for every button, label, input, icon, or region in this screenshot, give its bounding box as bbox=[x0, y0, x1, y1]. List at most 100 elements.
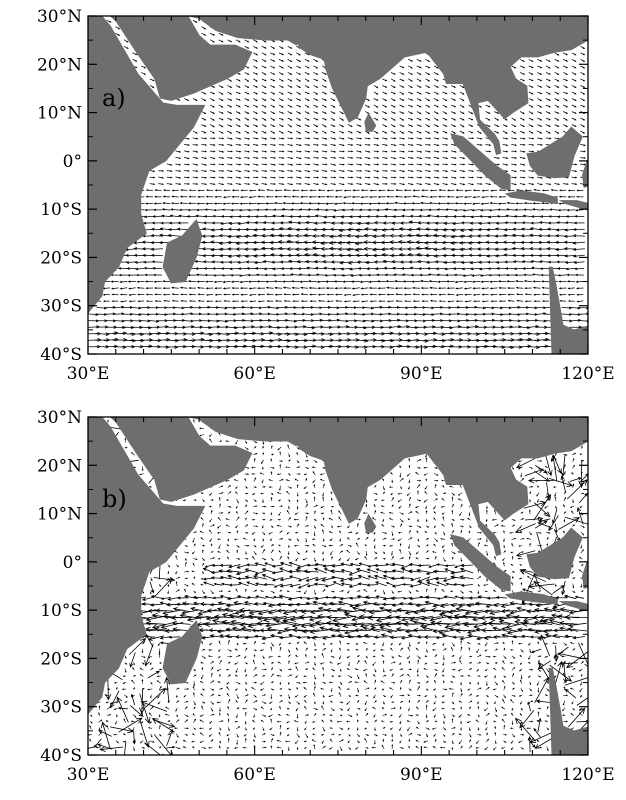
wind-vector-arrow bbox=[266, 189, 274, 192]
wind-vector-arrow bbox=[107, 688, 111, 691]
wind-vector-arrow bbox=[192, 150, 199, 153]
wind-vector-arrow bbox=[537, 98, 543, 102]
wind-vector-arrow bbox=[485, 720, 488, 725]
wind-vector-arrow bbox=[209, 163, 216, 166]
wind-vector-arrow bbox=[364, 707, 368, 712]
wind-vector-arrow bbox=[528, 150, 535, 153]
wind-vector-arrow bbox=[188, 202, 197, 205]
wind-vector-arrow bbox=[304, 183, 311, 186]
wind-vector-arrow bbox=[572, 254, 585, 258]
wind-vector-arrow bbox=[314, 590, 316, 595]
wind-vector-arrow bbox=[304, 144, 311, 146]
wind-vector-arrow bbox=[451, 714, 455, 717]
wind-vector-arrow bbox=[112, 331, 127, 336]
wind-vector-arrow bbox=[347, 183, 354, 186]
wind-vector-arrow bbox=[408, 556, 411, 560]
wind-vector-arrow bbox=[373, 111, 379, 114]
wind-vector-arrow bbox=[303, 740, 307, 743]
wind-vector-arrow bbox=[325, 195, 334, 198]
wind-vector-arrow bbox=[449, 485, 454, 488]
wind-vector-arrow bbox=[477, 590, 480, 595]
wind-vector-arrow bbox=[313, 156, 320, 159]
wind-vector-arrow bbox=[279, 724, 282, 730]
wind-vector-arrow bbox=[356, 169, 363, 172]
x-tick-label: 30°E bbox=[67, 765, 110, 785]
wind-vector-arrow bbox=[224, 331, 239, 336]
wind-vector-arrow bbox=[303, 569, 319, 574]
wind-vector-arrow bbox=[321, 144, 328, 147]
wind-vector-arrow bbox=[397, 492, 402, 495]
wind-vector-arrow bbox=[442, 91, 448, 95]
wind-vector-arrow bbox=[516, 189, 524, 192]
wind-vector-arrow bbox=[425, 544, 429, 547]
wind-vector-arrow bbox=[373, 156, 380, 159]
wind-vector-arrow bbox=[278, 183, 285, 186]
wind-vector-arrow bbox=[304, 104, 310, 108]
wind-vector-arrow bbox=[437, 280, 447, 284]
wind-vector-arrow bbox=[363, 668, 368, 672]
wind-vector-arrow bbox=[347, 150, 354, 153]
wind-vector-arrow bbox=[312, 733, 316, 736]
wind-vector-arrow bbox=[500, 603, 518, 608]
wind-vector-arrow bbox=[137, 300, 145, 303]
wind-vector-arrow bbox=[287, 681, 290, 685]
wind-vector-arrow bbox=[425, 91, 431, 95]
wind-vector-arrow bbox=[261, 65, 267, 69]
wind-vector-arrow bbox=[372, 253, 388, 258]
wind-vector-arrow bbox=[419, 208, 430, 212]
wind-vector-arrow bbox=[209, 143, 216, 146]
wind-vector-arrow bbox=[373, 117, 379, 121]
wind-vector-arrow bbox=[270, 458, 273, 462]
wind-vector-arrow bbox=[244, 78, 250, 82]
wind-vector-arrow bbox=[175, 740, 178, 744]
wind-vector-arrow bbox=[406, 233, 423, 238]
wind-vector-arrow bbox=[201, 705, 204, 710]
wind-vector-arrow bbox=[322, 466, 326, 469]
wind-vector-arrow bbox=[381, 499, 385, 502]
wind-vector-arrow bbox=[571, 124, 577, 127]
wind-vector-arrow bbox=[253, 78, 258, 82]
wind-vector-arrow bbox=[580, 78, 586, 82]
wind-vector-arrow bbox=[127, 273, 137, 277]
wind-vector-arrow bbox=[339, 739, 344, 743]
wind-vector-arrow bbox=[563, 52, 569, 56]
wind-vector-arrow bbox=[444, 568, 456, 574]
wind-vector-arrow bbox=[399, 686, 402, 690]
wind-vector-arrow bbox=[503, 561, 505, 567]
wind-vector-arrow bbox=[321, 117, 327, 121]
wind-vector-arrow bbox=[296, 144, 302, 147]
wind-vector-arrow bbox=[425, 183, 431, 186]
wind-vector-arrow bbox=[235, 111, 241, 114]
wind-vector-arrow bbox=[503, 655, 507, 660]
wind-vector-arrow bbox=[558, 280, 567, 283]
wind-vector-arrow bbox=[150, 720, 152, 724]
wind-vector-arrow bbox=[277, 305, 289, 309]
wind-vector-arrow bbox=[321, 170, 328, 173]
wind-vector-arrow bbox=[303, 747, 307, 749]
wind-vector-arrow bbox=[261, 71, 267, 76]
wind-vector-arrow bbox=[162, 293, 171, 296]
wind-vector-arrow bbox=[545, 454, 553, 477]
wind-vector-arrow bbox=[339, 137, 345, 140]
wind-vector-arrow bbox=[545, 176, 552, 179]
wind-vector-arrow bbox=[512, 634, 525, 639]
wind-vector-arrow bbox=[390, 137, 397, 140]
wind-vector-arrow bbox=[313, 567, 327, 574]
wind-vector-arrow bbox=[276, 739, 282, 742]
wind-vector-arrow bbox=[401, 568, 413, 574]
wind-vector-arrow bbox=[441, 240, 457, 245]
wind-vector-arrow bbox=[339, 530, 342, 534]
wind-vector-arrow bbox=[300, 195, 309, 199]
wind-vector-arrow bbox=[247, 613, 269, 619]
wind-vector-arrow bbox=[202, 562, 205, 567]
wind-vector-arrow bbox=[373, 176, 380, 179]
wind-vector-arrow bbox=[511, 518, 516, 521]
wind-vector-arrow bbox=[217, 306, 228, 310]
wind-vector-arrow bbox=[515, 550, 536, 557]
wind-vector-arrow bbox=[537, 717, 542, 733]
wind-vector-arrow bbox=[468, 183, 474, 186]
wind-vector-arrow bbox=[364, 700, 368, 706]
wind-vector-arrow bbox=[296, 551, 300, 555]
wind-vector-arrow bbox=[287, 65, 293, 69]
wind-vector-arrow bbox=[305, 668, 309, 671]
